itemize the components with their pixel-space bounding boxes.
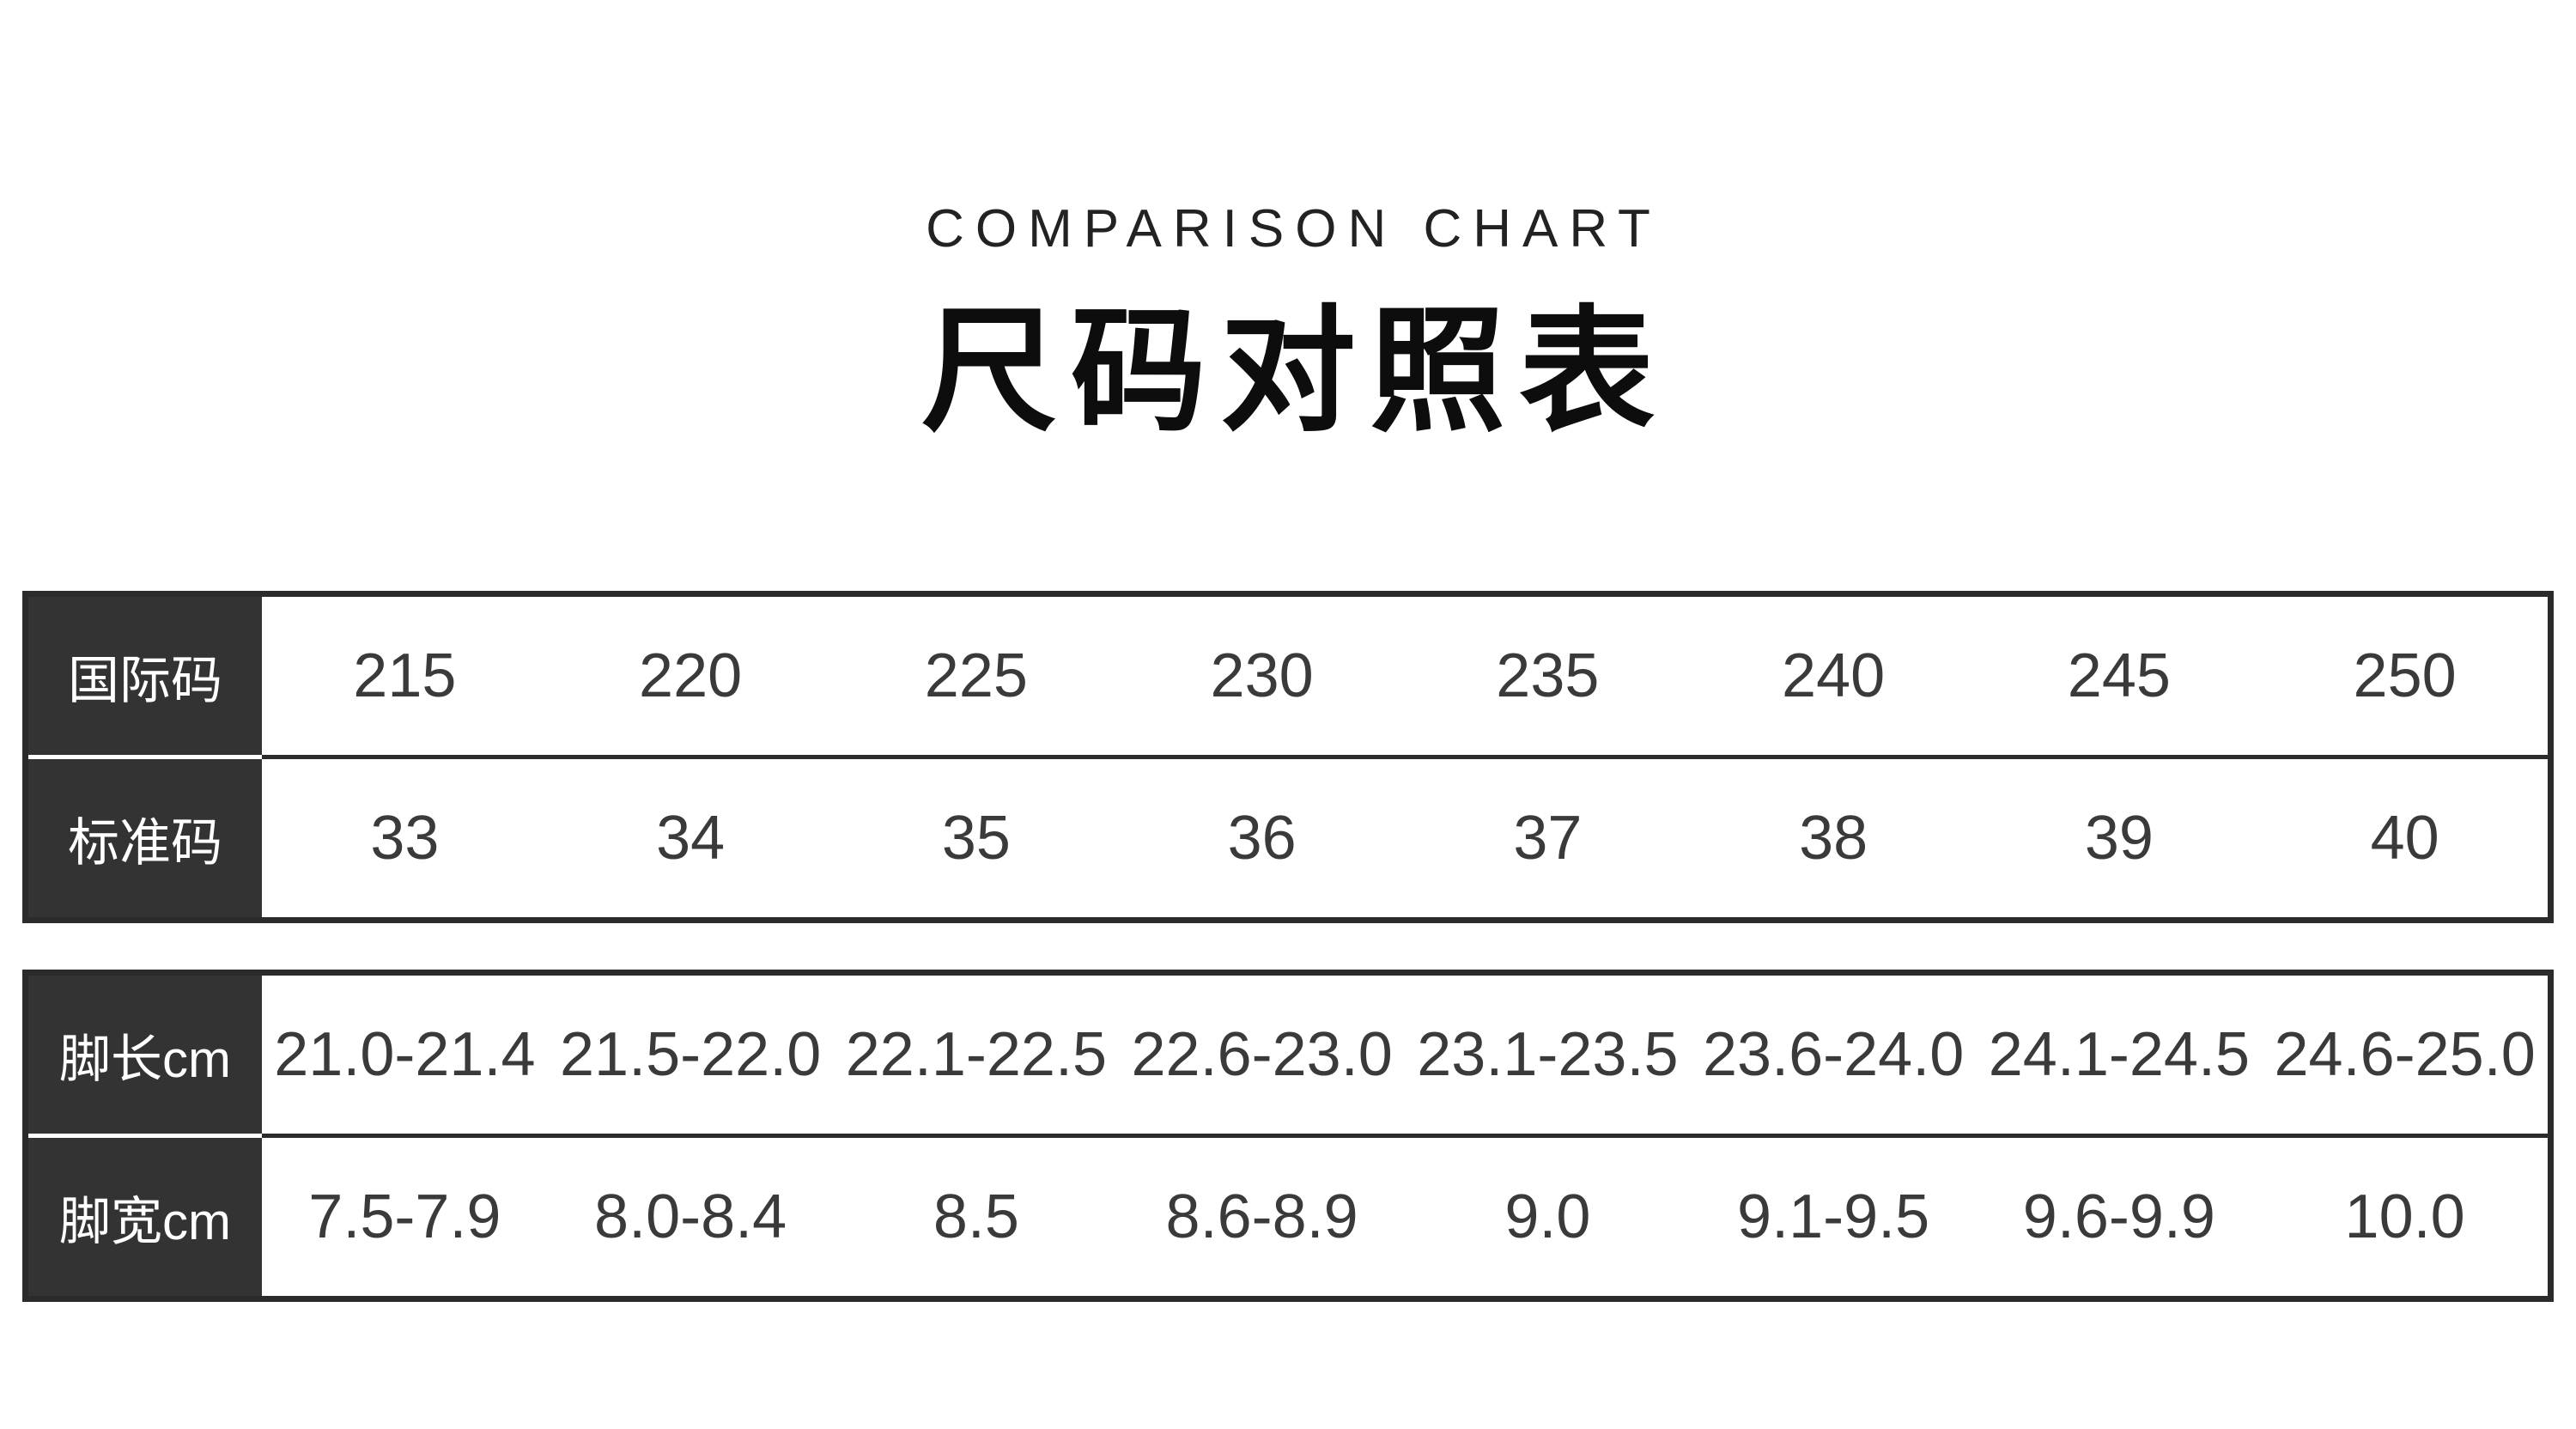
measurement-value: 24.6-25.0 (2274, 1020, 2536, 1089)
row-header-standard-code: 标准码 (28, 755, 262, 917)
measurement-value: 8.5 (833, 1134, 1120, 1296)
size-value: 245 (2067, 642, 2171, 710)
page-title-chinese: 尺码对照表 (921, 296, 1668, 447)
size-value: 40 (2262, 755, 2548, 917)
size-value: 36 (1119, 755, 1405, 917)
measurement-value: 23.6-24.0 (1703, 1020, 1965, 1089)
measurement-value: 9.1-9.5 (1690, 1134, 1977, 1296)
size-value: 39 (1976, 755, 2263, 917)
row-header-foot-width: 脚宽cm (28, 1134, 262, 1296)
measurement-value: 22.6-23.0 (1131, 1020, 1393, 1089)
page-subtitle-english: COMPARISON CHART (926, 199, 1662, 258)
measurement-value: 23.1-23.5 (1417, 1020, 1679, 1089)
measurement-value: 21.5-22.0 (560, 1020, 822, 1089)
size-value: 225 (924, 642, 1028, 710)
table-row-foot-length: 脚长cm 21.0-21.4 21.5-22.0 22.1-22.5 22.6-… (28, 976, 2548, 1134)
measurement-value: 22.1-22.5 (845, 1020, 1107, 1089)
measurement-value: 8.0-8.4 (547, 1134, 834, 1296)
table-row-international-code: 国际码 215 220 225 230 235 240 245 250 (28, 597, 2548, 755)
measurement-value: 10.0 (2262, 1134, 2548, 1296)
size-value: 38 (1690, 755, 1977, 917)
size-value: 34 (547, 755, 834, 917)
measurement-value: 7.5-7.9 (262, 1134, 548, 1296)
size-value: 220 (639, 642, 743, 710)
measurement-value: 9.6-9.9 (1976, 1134, 2263, 1296)
size-value: 230 (1210, 642, 1314, 710)
foot-measurement-table: 脚长cm 21.0-21.4 21.5-22.0 22.1-22.5 22.6-… (22, 970, 2554, 1302)
measurement-value: 9.0 (1405, 1134, 1691, 1296)
measurement-value: 24.1-24.5 (1988, 1020, 2250, 1089)
size-value: 250 (2353, 642, 2457, 710)
row-header-foot-length: 脚长cm (28, 976, 262, 1134)
size-value: 235 (1496, 642, 1600, 710)
size-value: 215 (353, 642, 457, 710)
measurement-value: 8.6-8.9 (1119, 1134, 1405, 1296)
table-row-foot-width: 脚宽cm 7.5-7.9 8.0-8.4 8.5 8.6-8.9 9.0 9.1… (28, 1134, 2548, 1296)
size-value: 35 (833, 755, 1120, 917)
measurement-value: 21.0-21.4 (274, 1020, 536, 1089)
table-row-standard-code: 标准码 33 34 35 36 37 38 39 40 (28, 755, 2548, 917)
size-code-table: 国际码 215 220 225 230 235 240 245 250 标准码 … (22, 591, 2554, 923)
size-value: 240 (1782, 642, 1886, 710)
size-value: 33 (262, 755, 548, 917)
row-header-international-code: 国际码 (28, 597, 262, 755)
size-value: 37 (1405, 755, 1691, 917)
